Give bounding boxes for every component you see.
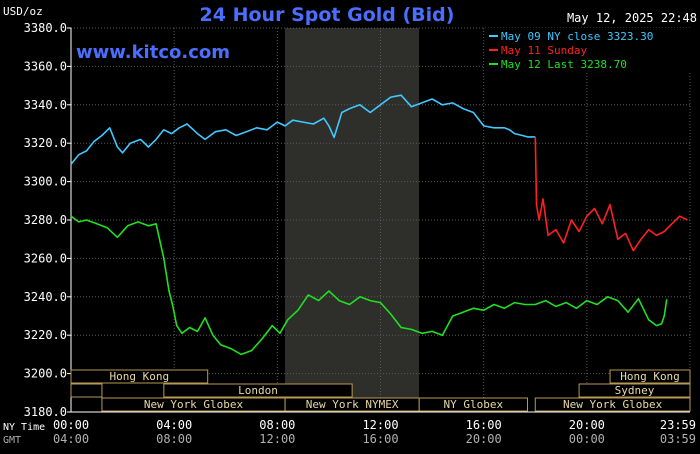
hong-kong-session-label: Hong Kong — [110, 370, 170, 383]
series-line-3 — [70, 215, 668, 356]
sydney-session-label: Sydney — [615, 384, 655, 397]
x-tick-label-ny: 00:00 — [53, 418, 89, 432]
hong-kong-session-2-label: Hong Kong — [620, 370, 680, 383]
ny-globex-session-label: NY Globex — [444, 398, 504, 411]
unit-label: USD/oz — [3, 5, 43, 18]
y-tick-label: 3180.0 — [24, 405, 67, 419]
y-tick-label: 3280.0 — [24, 213, 67, 227]
new-york-globex-session-2-label: New York Globex — [563, 398, 663, 411]
x-tick-label-gmt: 04:00 — [53, 432, 89, 446]
legend-box — [485, 28, 693, 71]
london-session-bar — [163, 383, 353, 398]
series-line-1 — [70, 94, 536, 165]
hong-kong-session-bar — [70, 369, 209, 384]
x-tick-label-gmt: 20:00 — [466, 432, 502, 446]
session-shade — [285, 28, 419, 412]
legend-entry: May 11 Sunday — [501, 44, 587, 57]
sydney-session-bar — [578, 383, 691, 398]
y-tick-label: 3320.0 — [24, 136, 67, 150]
y-tick-label: 3340.0 — [24, 98, 67, 112]
price-series — [70, 94, 688, 356]
x-tick-label-gmt: 12:00 — [259, 432, 295, 446]
x-tick-label-ny: 23:59 — [660, 418, 696, 432]
chart-title: 24 Hour Spot Gold (Bid) — [200, 4, 455, 26]
series-line-2 — [534, 136, 688, 252]
gmt-label: GMT — [3, 435, 21, 446]
y-tick-label: 3260.0 — [24, 251, 67, 265]
new-york-globex-session-label: New York Globex — [144, 398, 244, 411]
ny-time-label: NY Time — [3, 422, 45, 433]
x-tick-label-gmt: 16:00 — [362, 432, 398, 446]
kitco-watermark: www.kitco.com — [76, 42, 230, 63]
timestamp: May 12, 2025 22:48 — [567, 11, 697, 25]
y-tick-label: 3360.0 — [24, 59, 67, 73]
new-york-globex-session-2-bar — [534, 397, 691, 412]
x-tick-label-ny: 16:00 — [466, 418, 502, 432]
x-axis: 00:0004:0004:0008:0008:0012:0012:0016:00… — [53, 418, 696, 446]
hong-kong-session-2-bar — [609, 369, 691, 384]
y-tick-label: 3240.0 — [24, 290, 67, 304]
x-tick-label-ny: 08:00 — [259, 418, 295, 432]
y-tick-label: 3380.0 — [24, 21, 67, 35]
y-axis: 3380.0 3360.0 3340.0 3320.0 3300.0 3280.0 3260… — [24, 21, 71, 419]
london-session-label: London — [238, 384, 278, 397]
x-tick-label-ny: 04:00 — [156, 418, 192, 432]
x-tick-label-gmt: 03:59 — [660, 432, 696, 446]
x-tick-label-ny: 20:00 — [569, 418, 605, 432]
y-tick-label: 3200.0 — [24, 367, 67, 381]
y-tick-label: 3300.0 — [24, 175, 67, 189]
ny-globex-session-bar — [418, 397, 529, 412]
x-tick-label-gmt: 00:00 — [569, 432, 605, 446]
x-tick-label-gmt: 08:00 — [156, 432, 192, 446]
y-tick-label: 3220.0 — [24, 328, 67, 342]
new-york-nymex-session-label: New York NYMEX — [306, 398, 399, 411]
legend-entry: May 12 Last 3238.70 — [501, 58, 627, 71]
legend-entry: May 09 NY close 3323.30 — [501, 30, 653, 43]
x-tick-label-ny: 12:00 — [362, 418, 398, 432]
globex-early-session-bar — [70, 383, 103, 398]
